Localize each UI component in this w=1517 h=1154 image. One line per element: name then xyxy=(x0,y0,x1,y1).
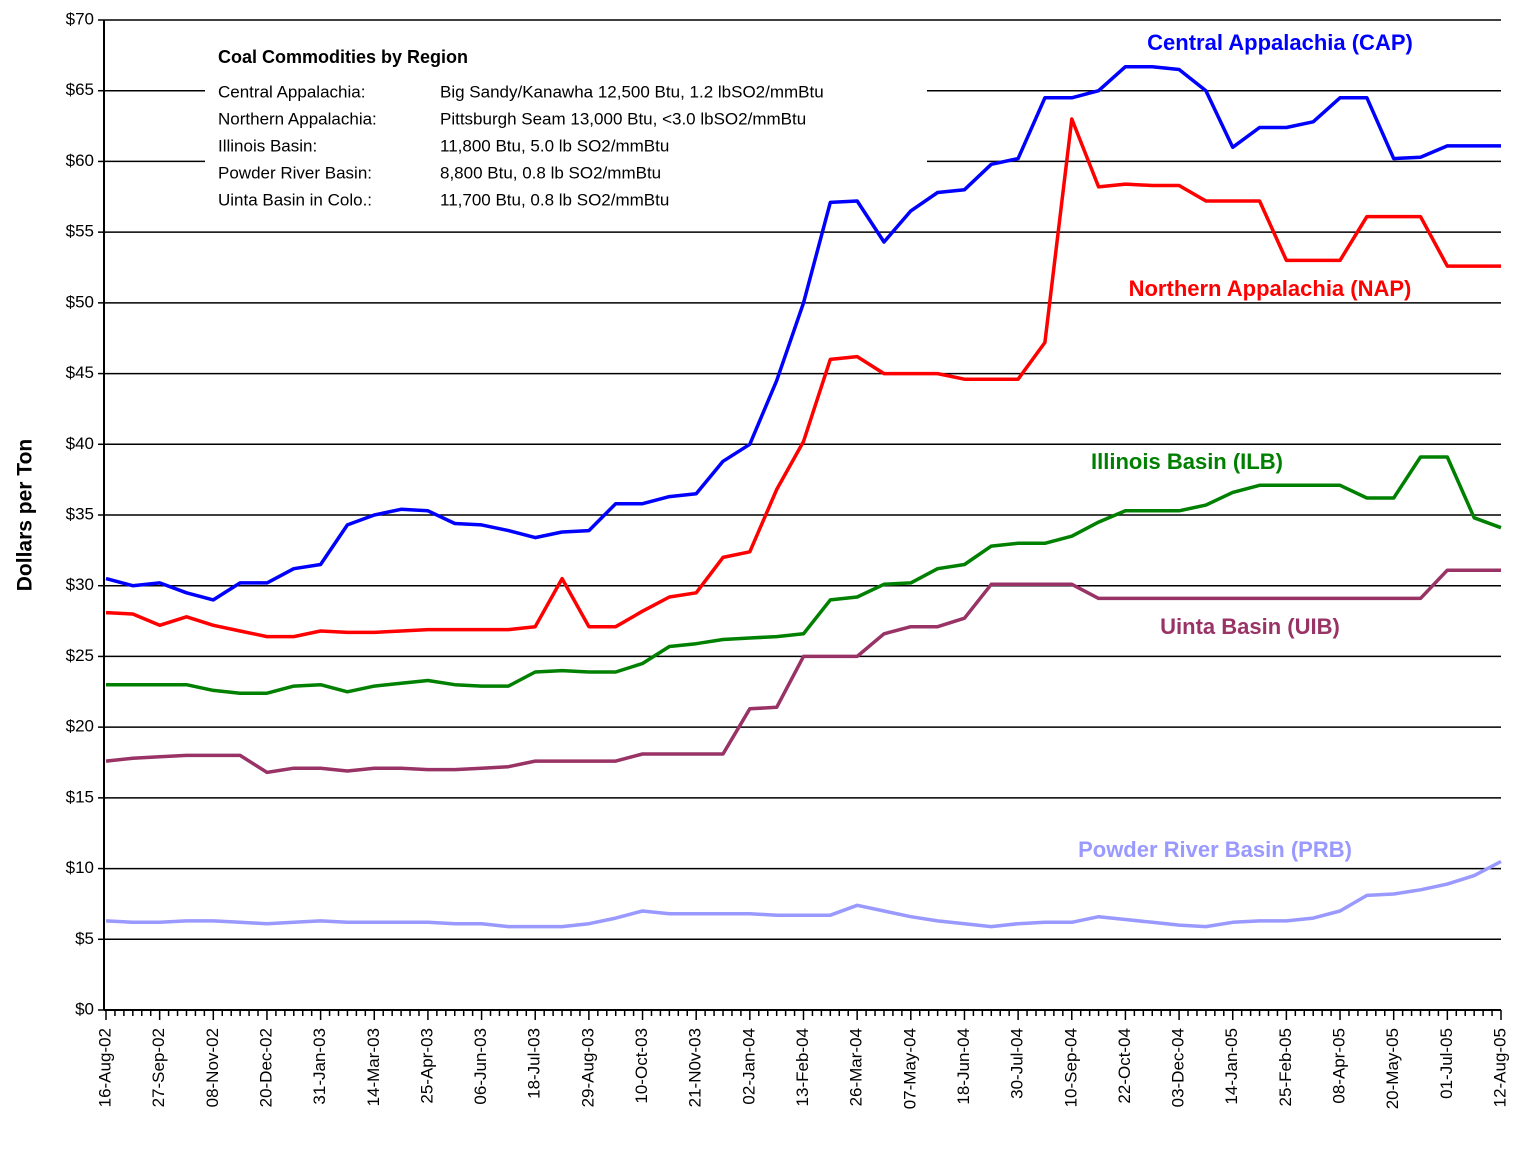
legend-box-region: Illinois Basin: xyxy=(218,136,317,155)
y-tick-label: $15 xyxy=(66,787,94,806)
series-line xyxy=(106,455,1502,695)
x-tick-label: 14-Mar-03 xyxy=(364,1028,383,1106)
x-tick-label: 29-Aug-03 xyxy=(578,1028,597,1107)
legend-box-region: Powder River Basin: xyxy=(218,163,372,182)
x-tick-label: 02-Jan-04 xyxy=(739,1028,758,1105)
x-tick-label: 03-Dec-04 xyxy=(1169,1028,1188,1107)
series-label: Uinta Basin (UIB) xyxy=(1160,614,1340,639)
legend-box-spec: Big Sandy/Kanawha 12,500 Btu, 1.2 lbSO2/… xyxy=(440,82,824,101)
legend-box-spec: 11,800 Btu, 5.0 lb SO2/mmBtu xyxy=(440,136,669,155)
x-tick-label: 25-Apr-03 xyxy=(417,1028,436,1104)
x-tick-label: 07-May-04 xyxy=(900,1028,919,1109)
x-tick-label: 31-Jan-03 xyxy=(310,1028,329,1105)
x-tick-label: 16-Aug-02 xyxy=(95,1028,114,1107)
x-tick-label: 21-N0v-03 xyxy=(686,1028,705,1107)
legend-box-region: Northern Appalachia: xyxy=(218,109,377,128)
x-tick-label: 12-Aug-05 xyxy=(1490,1028,1509,1107)
y-tick-label: $40 xyxy=(66,434,94,453)
legend-box-spec: 11,700 Btu, 0.8 lb SO2/mmBtu xyxy=(440,190,669,209)
x-tick-label: 08-Apr-05 xyxy=(1330,1028,1349,1104)
y-tick-label: $0 xyxy=(75,999,94,1018)
x-tick-label: 18-Jul-03 xyxy=(525,1028,544,1099)
x-tick-label: 10-Oct-03 xyxy=(632,1028,651,1104)
y-tick-label: $45 xyxy=(66,363,94,382)
y-tick-label: $50 xyxy=(66,292,94,311)
series-line xyxy=(105,568,1501,775)
legend-box xyxy=(205,38,927,216)
x-tick-label: 01-Jul-05 xyxy=(1437,1028,1456,1099)
x-tick-label: 20-Dec-02 xyxy=(256,1028,275,1107)
x-tick-label: 06-Jun-03 xyxy=(471,1028,490,1105)
legend-box-spec: Pittsburgh Seam 13,000 Btu, <3.0 lbSO2/m… xyxy=(440,109,806,128)
series-label: Northern Appalachia (NAP) xyxy=(1129,276,1412,301)
x-tick-label: 18-Jun-04 xyxy=(954,1028,973,1105)
y-tick-label: $65 xyxy=(66,80,94,99)
y-tick-label: $70 xyxy=(66,9,94,28)
x-tick-label: 20-May-05 xyxy=(1383,1028,1402,1109)
y-tick-label: $20 xyxy=(66,717,94,736)
series-label: Central Appalachia (CAP) xyxy=(1147,30,1413,55)
series-label: Illinois Basin (ILB) xyxy=(1091,449,1283,474)
legend-box-spec: 8,800 Btu, 0.8 lb SO2/mmBtu xyxy=(440,163,661,182)
x-tick-label: 14-Jan-05 xyxy=(1222,1028,1241,1105)
y-tick-label: $10 xyxy=(66,858,94,877)
y-tick-label: $55 xyxy=(66,222,94,241)
y-axis-label: Dollars per Ton xyxy=(14,439,37,591)
x-tick-label: 30-Jul-04 xyxy=(1008,1028,1027,1099)
y-tick-label: $5 xyxy=(75,929,94,948)
x-tick-label: 22-Oct-04 xyxy=(1115,1028,1134,1104)
x-tick-label: 26-Mar-04 xyxy=(847,1028,866,1106)
y-tick-label: $60 xyxy=(66,151,94,170)
y-tick-label: $25 xyxy=(66,646,94,665)
series-line xyxy=(105,859,1502,929)
series-line xyxy=(105,64,1501,602)
legend-box-title: Coal Commodities by Region xyxy=(218,47,468,67)
legend-box-region: Uinta Basin in Colo.: xyxy=(218,190,372,209)
series-line xyxy=(105,117,1501,639)
x-tick-label: 25-Feb-05 xyxy=(1276,1028,1295,1106)
x-tick-label: 27-Sep-02 xyxy=(149,1028,168,1107)
y-tick-label: $30 xyxy=(66,575,94,594)
series-label: Powder River Basin (PRB) xyxy=(1078,837,1352,862)
legend-box-region: Central Appalachia: xyxy=(218,82,365,101)
x-tick-label: 10-Sep-04 xyxy=(1061,1028,1080,1107)
x-tick-label: 08-Nov-02 xyxy=(203,1028,222,1107)
y-tick-label: $35 xyxy=(66,504,94,523)
x-tick-label: 13-Feb-04 xyxy=(793,1028,812,1106)
